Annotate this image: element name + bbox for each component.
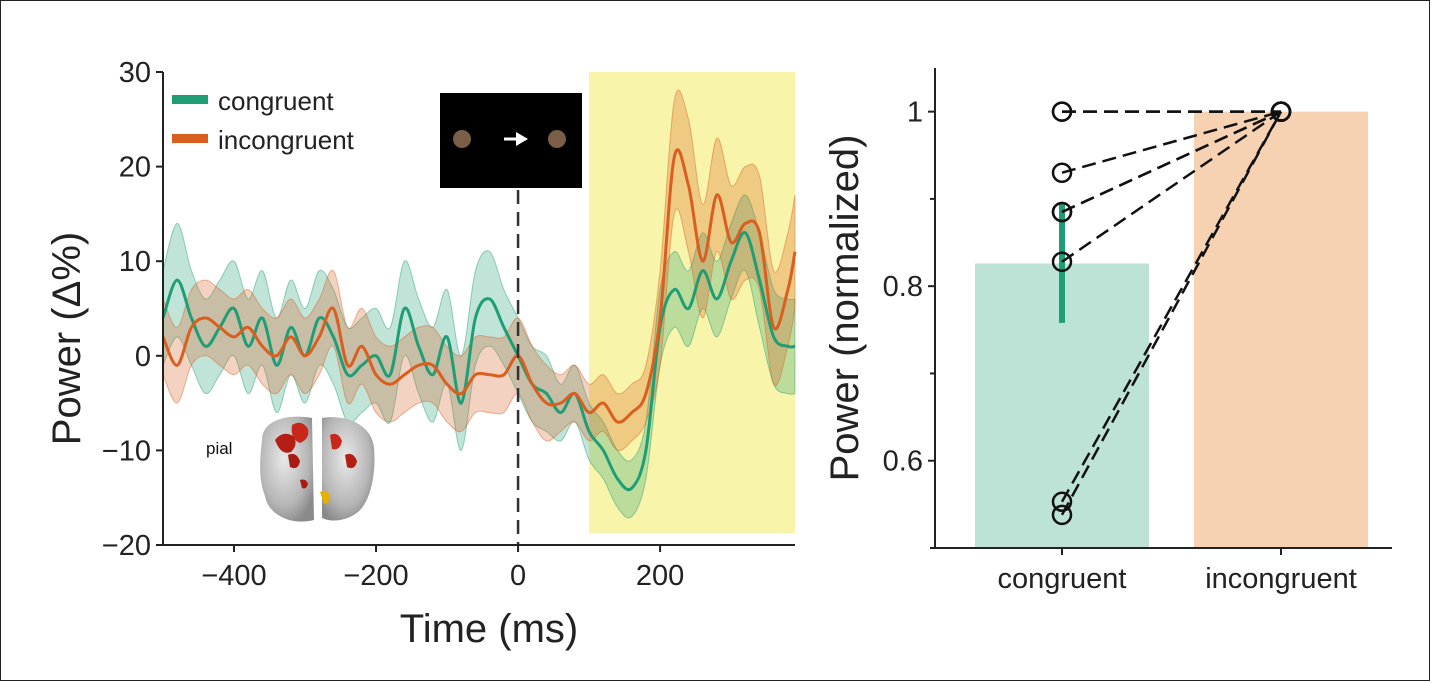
y-tick-label: 10 [119,246,151,278]
right-y-tick-label: 0.6 [883,446,923,478]
paired-line [1060,111,1283,516]
point-congruent [1051,251,1073,272]
x-tick-label: −400 [201,560,266,592]
two-dots-arrow-icon [440,93,582,188]
legend-swatch-congruent [172,95,208,104]
right-y-axis-label: Power (normalized) [823,135,867,482]
brain-inset-label: pial [206,439,232,458]
x-axis-label: Time (ms) [400,607,578,651]
right-y-tick-label: 1 [907,97,923,129]
x-tick-label: 200 [636,560,684,592]
point-congruent [1051,101,1073,122]
point-congruent [1051,162,1073,183]
x-tick-label: 0 [510,560,526,592]
y-tick-label: 20 [119,152,151,184]
category-label-congruent: congruent [998,563,1127,595]
paired-lines [1051,101,1292,526]
normalized-power-panel: 0.6 0.8 1 congruent incongruent Power (norma… [823,68,1392,595]
x-tick-label: −200 [343,560,408,592]
category-label-incongruent: incongruent [1205,563,1357,595]
point-incongruent [1270,101,1292,122]
series-line-incongruent [161,148,797,424]
point-congruent [1051,504,1073,526]
paired-line [1061,110,1282,214]
bar-incongruent [1194,111,1368,549]
y-tick-label: 30 [119,57,151,89]
y-axis-label: Power (Δ%) [45,232,89,445]
bars [975,111,1368,549]
ci-band-incongruent [162,89,796,452]
paired-line [1061,110,1282,174]
point-congruent [1051,201,1073,223]
legend-swatch-incongruent [172,134,208,143]
y-tick-label: 0 [135,341,151,373]
legend-label-incongruent: incongruent [218,125,355,155]
point-congruent [1051,491,1073,512]
y-tick-label: −20 [102,530,151,562]
legend: congruent incongruent [172,86,355,155]
y-tick-label: −10 [102,435,151,467]
paired-line [1061,110,1282,263]
legend-label-congruent: congruent [218,86,334,116]
left-axes: −20 −10 0 10 20 30 −400 −200 0 200 [102,57,795,592]
series-lines [161,148,797,492]
brain-surface-icon: pial [206,416,375,522]
right-y-tick-label: 0.8 [883,271,923,303]
paired-line [1060,111,1283,503]
time-course-panel: −20 −10 0 10 20 30 −400 −200 0 200 Time (ms) Powe… [45,57,797,651]
series-line-congruent [161,231,796,492]
right-axes: 0.6 0.8 1 congruent incongruent [883,68,1392,595]
